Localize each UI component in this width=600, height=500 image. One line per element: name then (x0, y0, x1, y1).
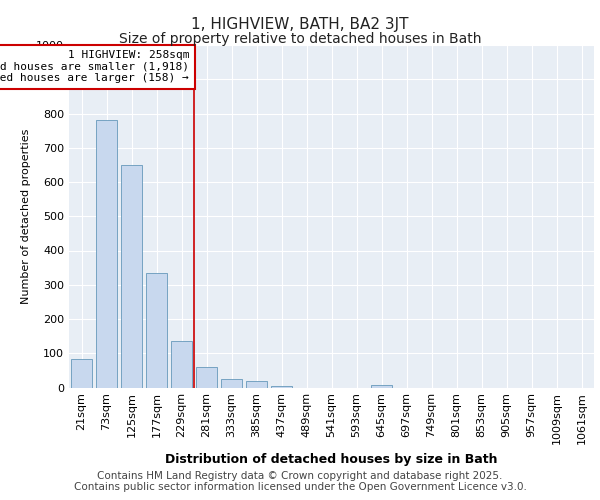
Bar (271, 386, 292, 388)
Text: 1 HIGHVIEW: 258sqm
← 92% of detached houses are smaller (1,918)
8% of semi-detac: 1 HIGHVIEW: 258sqm ← 92% of detached hou… (0, 50, 189, 84)
Bar (146, 273, 167, 388)
Text: Contains HM Land Registry data © Crown copyright and database right 2025.
Contai: Contains HM Land Registry data © Crown c… (74, 471, 526, 492)
Bar (121, 165, 142, 388)
Text: Size of property relative to detached houses in Bath: Size of property relative to detached ho… (119, 32, 481, 46)
Y-axis label: Number of detached properties: Number of detached properties (20, 128, 31, 304)
Bar (246, 380, 267, 388)
X-axis label: Distribution of detached houses by size in Bath: Distribution of detached houses by size … (165, 452, 498, 466)
Bar (196, 367, 217, 388)
Text: 1, HIGHVIEW, BATH, BA2 3JT: 1, HIGHVIEW, BATH, BA2 3JT (191, 18, 409, 32)
Bar (371, 385, 392, 388)
Bar (71, 360, 92, 388)
Bar (221, 379, 242, 388)
Bar (96, 120, 117, 388)
Bar (171, 342, 192, 388)
